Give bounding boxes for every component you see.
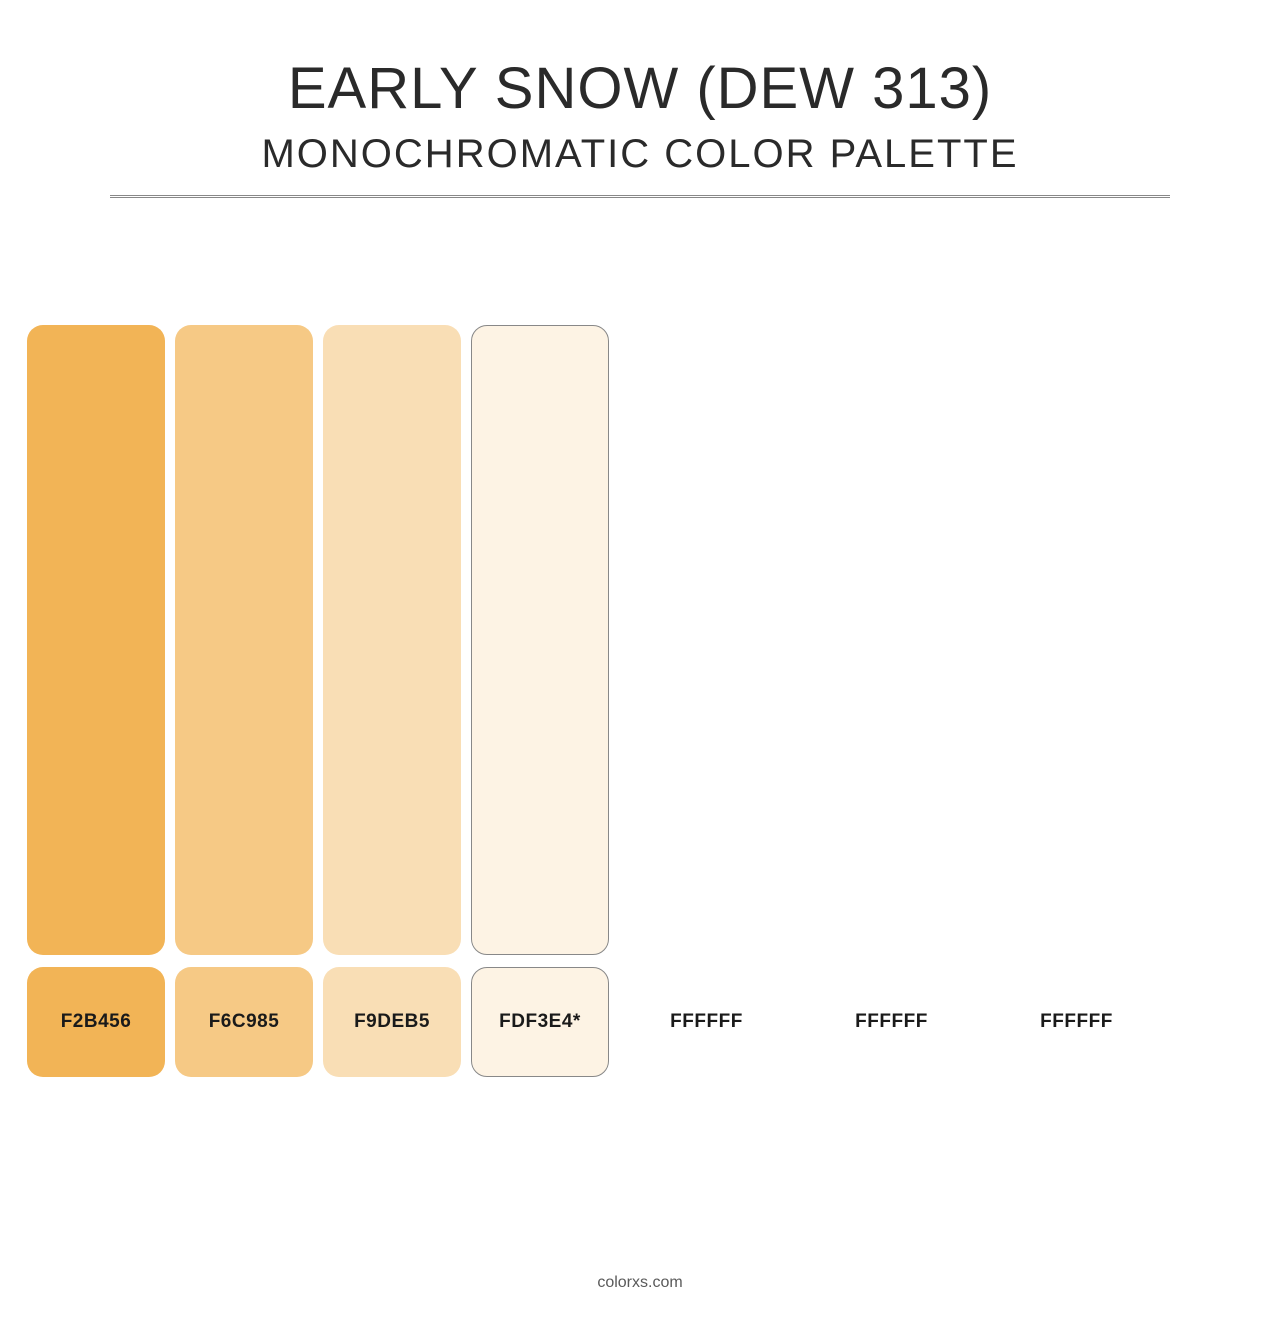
hex-label: FDF3E4* xyxy=(499,1011,581,1033)
tall-swatch xyxy=(27,325,165,955)
hex-label: F2B456 xyxy=(61,1011,132,1033)
hex-label: FFFFFF xyxy=(855,1011,928,1033)
divider-line xyxy=(110,195,1170,199)
label-swatch-row: F2B456 F6C985 F9DEB5 FDF3E4* FFFFFF FFFFFF FFF… xyxy=(27,967,1267,1077)
palette: F2B456 F6C985 F9DEB5 FDF3E4* FFFFFF FFFFFF FFF… xyxy=(27,325,1267,1077)
header: EARLY SNOW (DEW 313) MONOCHROMATIC COLOR… xyxy=(0,0,1280,199)
tall-swatch xyxy=(175,325,313,955)
page-subtitle: MONOCHROMATIC COLOR PALETTE xyxy=(0,132,1280,177)
page-title: EARLY SNOW (DEW 313) xyxy=(0,55,1280,122)
tall-swatch xyxy=(323,325,461,955)
small-swatch: FDF3E4* xyxy=(471,967,609,1077)
tall-swatch xyxy=(471,325,609,955)
hex-label: F6C985 xyxy=(209,1011,280,1033)
plain-label-cell: FFFFFF xyxy=(989,967,1164,1077)
hex-label: FFFFFF xyxy=(670,1011,743,1033)
small-swatch: F9DEB5 xyxy=(323,967,461,1077)
plain-label-cell: FFFFFF xyxy=(619,967,794,1077)
hex-label: F9DEB5 xyxy=(354,1011,430,1033)
plain-label-cell: FFFFFF xyxy=(804,967,979,1077)
hex-label: FFFFFF xyxy=(1040,1011,1113,1033)
small-swatch: F2B456 xyxy=(27,967,165,1077)
small-swatch: F6C985 xyxy=(175,967,313,1077)
footer-credit: colorxs.com xyxy=(0,1274,1280,1292)
tall-swatch-row xyxy=(27,325,1267,955)
